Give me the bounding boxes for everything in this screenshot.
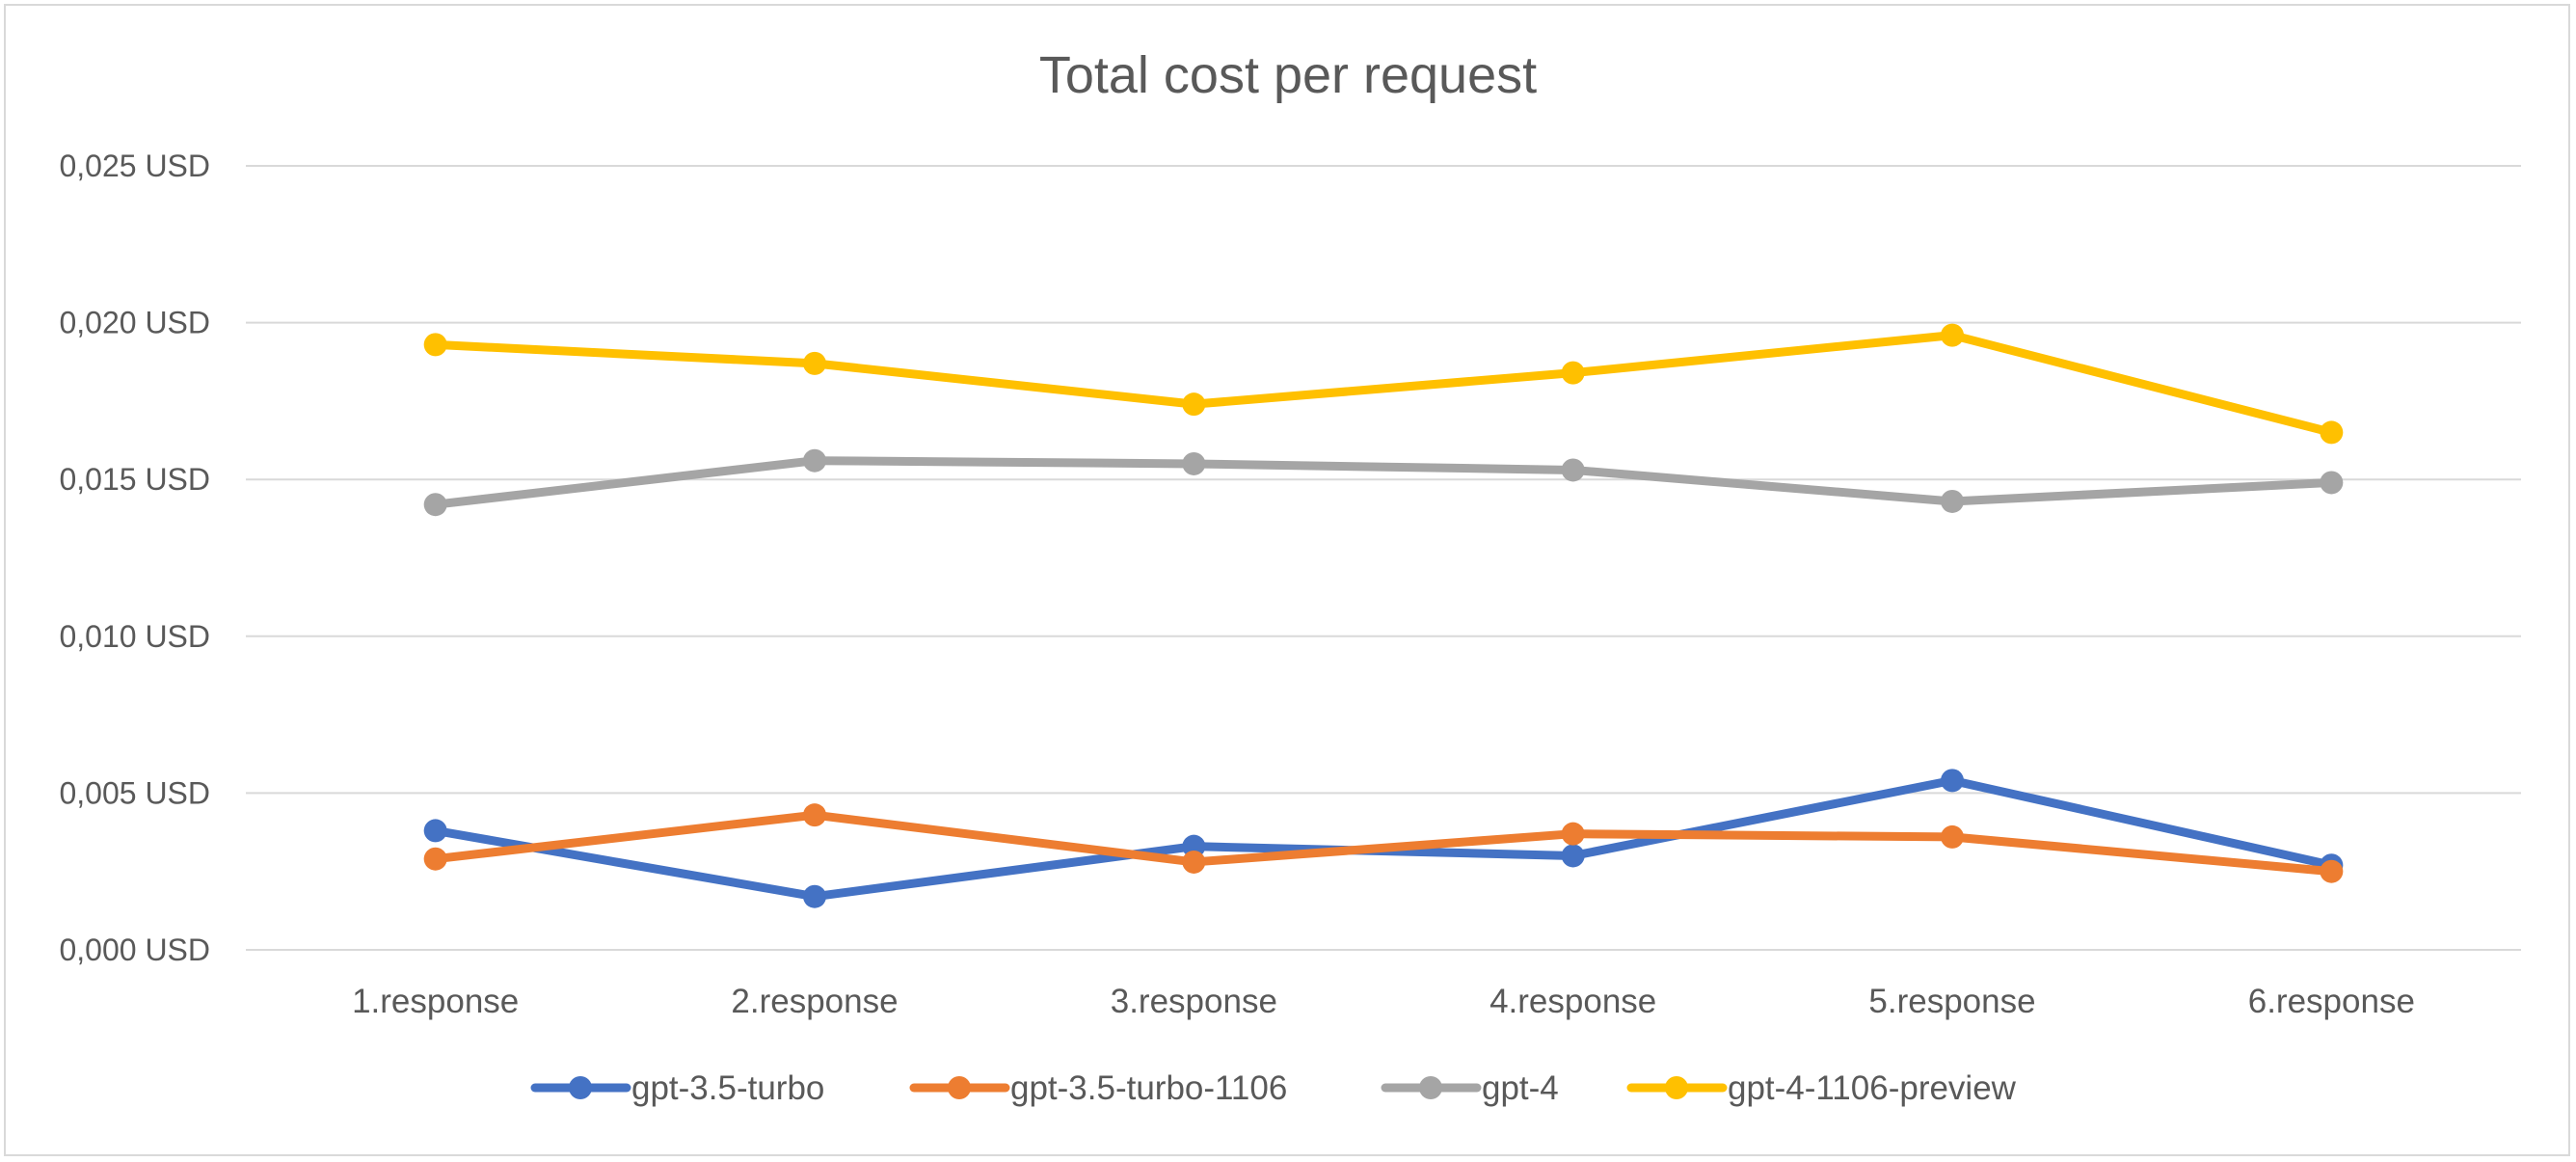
series-line bbox=[431, 456, 2336, 509]
data-point bbox=[423, 333, 447, 357]
legend-swatch-marker bbox=[569, 1076, 592, 1099]
y-tick-label: 0,020 USD bbox=[59, 306, 210, 340]
data-point bbox=[1561, 458, 1585, 482]
y-tick-label: 0,010 USD bbox=[59, 619, 210, 654]
data-point bbox=[2320, 420, 2344, 445]
x-tick-label: 4.response bbox=[1489, 983, 1656, 1020]
legend-label: gpt-4-1106-preview bbox=[1728, 1069, 2017, 1107]
gridlines bbox=[246, 165, 2521, 951]
legend-label: gpt-3.5-turbo-1106 bbox=[1010, 1069, 1287, 1107]
legend-label: gpt-4 bbox=[1482, 1069, 1559, 1107]
y-tick-label: 0,015 USD bbox=[59, 462, 210, 497]
series-lines bbox=[423, 323, 2344, 908]
legend-label: gpt-3.5-turbo bbox=[631, 1069, 824, 1107]
series-line bbox=[431, 331, 2336, 437]
data-point bbox=[1561, 844, 1585, 868]
x-tick-label: 2.response bbox=[731, 983, 898, 1020]
data-point bbox=[803, 884, 826, 908]
data-point bbox=[1182, 451, 1206, 475]
legend-swatch-marker bbox=[1419, 1076, 1442, 1099]
data-point bbox=[423, 819, 447, 843]
series-gpt-4 bbox=[423, 448, 2344, 517]
y-axis-ticks: 0,000 USD 0,005 USD 0,010 USD 0,015 USD 0,02… bbox=[59, 149, 210, 967]
data-point bbox=[1941, 323, 1964, 347]
y-tick-label: 0,025 USD bbox=[59, 149, 210, 183]
data-point bbox=[1941, 769, 1964, 793]
x-tick-label: 3.response bbox=[1111, 983, 1277, 1020]
x-tick-label: 6.response bbox=[2248, 983, 2415, 1020]
legend-item: gpt-4-1106-preview bbox=[1626, 1069, 2017, 1107]
data-point bbox=[1182, 850, 1206, 874]
data-point bbox=[1941, 489, 1964, 513]
legend-swatch-marker bbox=[948, 1076, 971, 1099]
data-point bbox=[803, 351, 826, 375]
series-gpt-3.5-turbo-1106 bbox=[423, 803, 2344, 883]
x-axis-ticks: 1.response 2.response 3.response 4.response… bbox=[352, 983, 2415, 1020]
data-point bbox=[803, 448, 826, 473]
x-tick-label: 5.response bbox=[1868, 983, 2035, 1020]
data-point bbox=[1561, 822, 1585, 846]
series-line bbox=[431, 775, 2336, 902]
y-tick-label: 0,005 USD bbox=[59, 775, 210, 810]
chart-title: Total cost per request bbox=[1039, 46, 1537, 104]
series-gpt-3.5-turbo bbox=[423, 769, 2344, 908]
data-point bbox=[1182, 392, 1206, 417]
x-tick-label: 1.response bbox=[352, 983, 519, 1020]
series-line bbox=[431, 810, 2336, 877]
data-point bbox=[423, 847, 447, 871]
data-point bbox=[2320, 859, 2344, 883]
legend-item: gpt-3.5-turbo bbox=[530, 1069, 824, 1107]
data-point bbox=[803, 803, 826, 827]
data-point bbox=[2320, 471, 2344, 495]
legend-item: gpt-4 bbox=[1381, 1069, 1559, 1107]
legend: gpt-3.5-turbo gpt-3.5-turbo-1106 gpt-4 gpt-… bbox=[530, 1069, 2017, 1107]
chart-frame bbox=[4, 4, 2570, 1156]
y-tick-label: 0,000 USD bbox=[59, 932, 210, 967]
data-point bbox=[1561, 361, 1585, 385]
legend-item: gpt-3.5-turbo-1106 bbox=[909, 1069, 1287, 1107]
series-gpt-4-1106-preview bbox=[423, 323, 2344, 445]
data-point bbox=[423, 493, 447, 517]
data-point bbox=[1941, 824, 1964, 849]
legend-swatch-marker bbox=[1665, 1076, 1688, 1099]
